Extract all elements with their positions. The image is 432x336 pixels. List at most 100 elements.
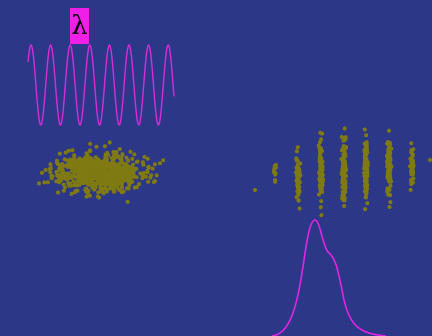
particle [364, 164, 368, 168]
particle [129, 171, 133, 175]
particle [158, 161, 162, 165]
particle [274, 163, 278, 167]
particle [127, 187, 131, 191]
particle [86, 160, 90, 164]
particle [62, 183, 66, 187]
particle [253, 188, 257, 192]
particle [298, 180, 302, 184]
particle [319, 157, 323, 161]
particle [88, 194, 92, 198]
particle [387, 192, 391, 196]
particle [146, 169, 150, 173]
particle [130, 157, 134, 161]
particle [153, 162, 157, 166]
particle [63, 175, 67, 179]
particle [319, 184, 323, 188]
particle [388, 177, 392, 181]
particle [120, 185, 124, 189]
particle [106, 161, 110, 165]
particle [319, 205, 323, 209]
particle [318, 131, 322, 135]
particle [72, 183, 76, 187]
particle [388, 205, 392, 209]
particle [318, 140, 322, 144]
particle [95, 175, 99, 179]
particle [56, 191, 60, 195]
particle [71, 148, 75, 152]
page: λ (() => { const data = JSON.parse(docum… [0, 0, 432, 336]
particle [146, 180, 150, 184]
particle [344, 146, 348, 150]
particle [110, 156, 114, 160]
particle [109, 181, 113, 185]
particle [54, 179, 58, 183]
particle [72, 155, 76, 159]
particle [319, 199, 323, 203]
particle [143, 155, 147, 159]
particle [409, 141, 413, 145]
particle [94, 145, 98, 149]
particle [364, 196, 368, 200]
particle [387, 129, 391, 133]
particle [99, 172, 103, 176]
particle [86, 154, 90, 158]
particle [295, 174, 299, 178]
particle [62, 171, 66, 175]
particle [297, 199, 301, 203]
particle [344, 174, 348, 178]
particle [67, 172, 71, 176]
particle [319, 213, 323, 217]
particle [88, 149, 92, 153]
particle [124, 178, 128, 182]
particle [100, 176, 104, 180]
lambda-label: λ [71, 11, 87, 41]
particle [115, 185, 119, 189]
particle [49, 166, 53, 170]
particle [319, 146, 323, 150]
particle [113, 162, 117, 166]
particle [389, 184, 393, 188]
scene: λ [0, 0, 432, 336]
particle [63, 157, 67, 161]
particle [363, 150, 367, 154]
particle [104, 167, 108, 171]
particle [48, 170, 52, 174]
particle [80, 167, 84, 171]
particle [59, 173, 63, 177]
particle [343, 186, 347, 190]
particle [96, 190, 100, 194]
particle [120, 190, 124, 194]
particle [70, 173, 74, 177]
particle [87, 170, 91, 174]
particle [297, 185, 301, 189]
particle [363, 207, 367, 211]
particle [65, 164, 69, 168]
particle [385, 187, 389, 191]
particle [96, 166, 100, 170]
particle [58, 152, 62, 156]
particle [42, 180, 46, 184]
particle [363, 155, 367, 159]
particle [296, 159, 300, 163]
particle [339, 157, 343, 161]
particle [155, 173, 159, 177]
particle [161, 158, 165, 162]
particle [151, 167, 155, 171]
particle [319, 179, 323, 183]
particle [40, 171, 44, 175]
particle [410, 161, 414, 165]
particle [141, 174, 145, 178]
particle [365, 140, 369, 144]
particle [112, 190, 116, 194]
particle [79, 160, 83, 164]
particle [411, 153, 415, 157]
particle [388, 200, 392, 204]
particle [298, 207, 302, 211]
particle [388, 163, 392, 167]
particle [297, 168, 301, 172]
particle [118, 156, 122, 160]
particle [70, 165, 74, 169]
particle [120, 174, 124, 178]
particle [428, 158, 432, 162]
particle [131, 163, 135, 167]
